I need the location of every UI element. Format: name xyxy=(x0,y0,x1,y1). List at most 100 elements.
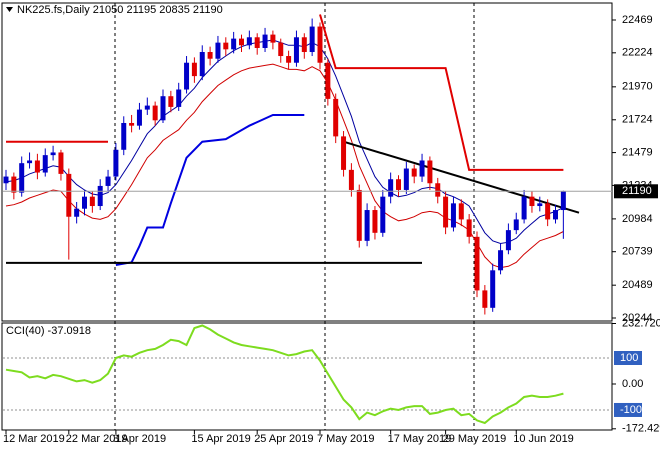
y-tick-label: 20984 xyxy=(622,213,653,225)
candle-body xyxy=(458,203,464,220)
candle-body xyxy=(317,26,323,63)
x-tick-label: 22 Mar 2019 xyxy=(66,433,128,445)
x-tick-label: 7 May 2019 xyxy=(317,433,374,445)
candle-body xyxy=(396,179,401,190)
candle-body xyxy=(152,105,158,121)
indicator-tick-label: 0.00 xyxy=(622,378,643,390)
candle-body xyxy=(11,176,17,193)
candle-body xyxy=(419,160,425,177)
x-tick-label: 3 Apr 2019 xyxy=(113,433,166,445)
candle-body xyxy=(435,183,441,197)
candle-body xyxy=(246,37,252,46)
candle-body xyxy=(341,136,347,170)
candle-body xyxy=(498,250,504,271)
candle-body xyxy=(254,37,260,48)
candle-body xyxy=(474,236,480,291)
candle-body xyxy=(160,96,166,121)
candle-body xyxy=(427,160,433,184)
indicator-tick-label: -172.429 xyxy=(622,423,660,435)
candle-body xyxy=(270,34,276,43)
x-tick-label: 10 Jun 2019 xyxy=(513,433,574,445)
candle-body xyxy=(466,219,472,237)
candle-body xyxy=(553,210,558,220)
level-label: -100 xyxy=(620,404,642,416)
candle-body xyxy=(199,52,205,77)
candle-body xyxy=(286,56,292,63)
candle-body xyxy=(215,42,221,59)
candle-body xyxy=(231,38,237,50)
candle-body xyxy=(3,176,9,184)
candle-body xyxy=(301,37,307,53)
candle-body xyxy=(521,196,527,220)
candle-body xyxy=(293,37,299,63)
indicator-frame xyxy=(1,322,613,431)
y-tick-label: 20244 xyxy=(622,312,653,324)
candle-body xyxy=(380,196,386,233)
candle-body xyxy=(262,34,268,48)
candle-body xyxy=(545,203,551,220)
candle-body xyxy=(184,62,190,90)
last-price-box xyxy=(614,184,658,199)
candle-body xyxy=(513,219,519,231)
candle-body xyxy=(490,270,496,308)
indicator-title: CCI(40) -37.0918 xyxy=(6,325,91,337)
candle-body xyxy=(443,196,449,228)
y-tick-label: 22469 xyxy=(622,14,653,26)
candle-body xyxy=(207,52,213,59)
candle-body xyxy=(34,160,40,173)
candle-body xyxy=(113,149,119,177)
y-tick-label: 22224 xyxy=(622,47,653,59)
main-frame xyxy=(1,2,613,322)
candle-body xyxy=(309,26,315,53)
candle-body xyxy=(176,89,182,107)
y-tick-label: 20489 xyxy=(622,279,653,291)
candle-body xyxy=(348,169,354,190)
level-label: 100 xyxy=(620,352,638,364)
overlay-line xyxy=(319,14,564,171)
level-box xyxy=(614,402,642,417)
candle-body xyxy=(278,42,284,57)
candle-body xyxy=(537,203,543,207)
candle-body xyxy=(105,176,111,186)
candle-body xyxy=(325,62,331,99)
title-icon xyxy=(6,7,13,12)
indicator-tick-label: 232.7208 xyxy=(622,317,660,329)
candle-body xyxy=(388,179,394,197)
candle-body xyxy=(482,290,488,308)
candle-body xyxy=(58,152,64,174)
candle-body xyxy=(144,105,150,110)
candle-body xyxy=(66,173,72,217)
candle-body xyxy=(168,96,174,107)
x-tick-label: 12 Mar 2019 xyxy=(3,433,65,445)
candle-body xyxy=(529,196,535,207)
candle-body xyxy=(356,189,362,241)
candle-body xyxy=(97,185,103,207)
candle-body xyxy=(42,155,48,173)
candle-body xyxy=(333,98,339,137)
y-tick-label: 21479 xyxy=(622,146,653,158)
y-tick-label: 21970 xyxy=(622,81,653,93)
x-tick-label: 29 May 2019 xyxy=(443,433,507,445)
candle-body xyxy=(19,163,25,193)
y-tick-label: 21724 xyxy=(622,114,653,126)
chart-title: NK225.fs,Daily 21050 21195 20835 21190 xyxy=(17,4,223,16)
overlay-line xyxy=(115,114,305,266)
candle-body xyxy=(239,38,244,46)
candle-body xyxy=(505,230,511,251)
y-tick-label: 20739 xyxy=(622,246,653,258)
x-tick-label: 25 Apr 2019 xyxy=(254,433,313,445)
candle-body xyxy=(129,122,135,126)
candle-body xyxy=(27,160,33,164)
last-price-label: 21190 xyxy=(622,185,652,197)
candle-body xyxy=(411,168,417,177)
candle-body xyxy=(364,210,370,241)
x-tick-label: 15 Apr 2019 xyxy=(191,433,250,445)
candle-body xyxy=(89,196,95,207)
candle-body xyxy=(74,208,80,217)
x-tick-label: 17 May 2019 xyxy=(388,433,452,445)
level-box xyxy=(614,350,642,365)
candle-body xyxy=(82,196,87,209)
candle-body xyxy=(372,210,378,233)
